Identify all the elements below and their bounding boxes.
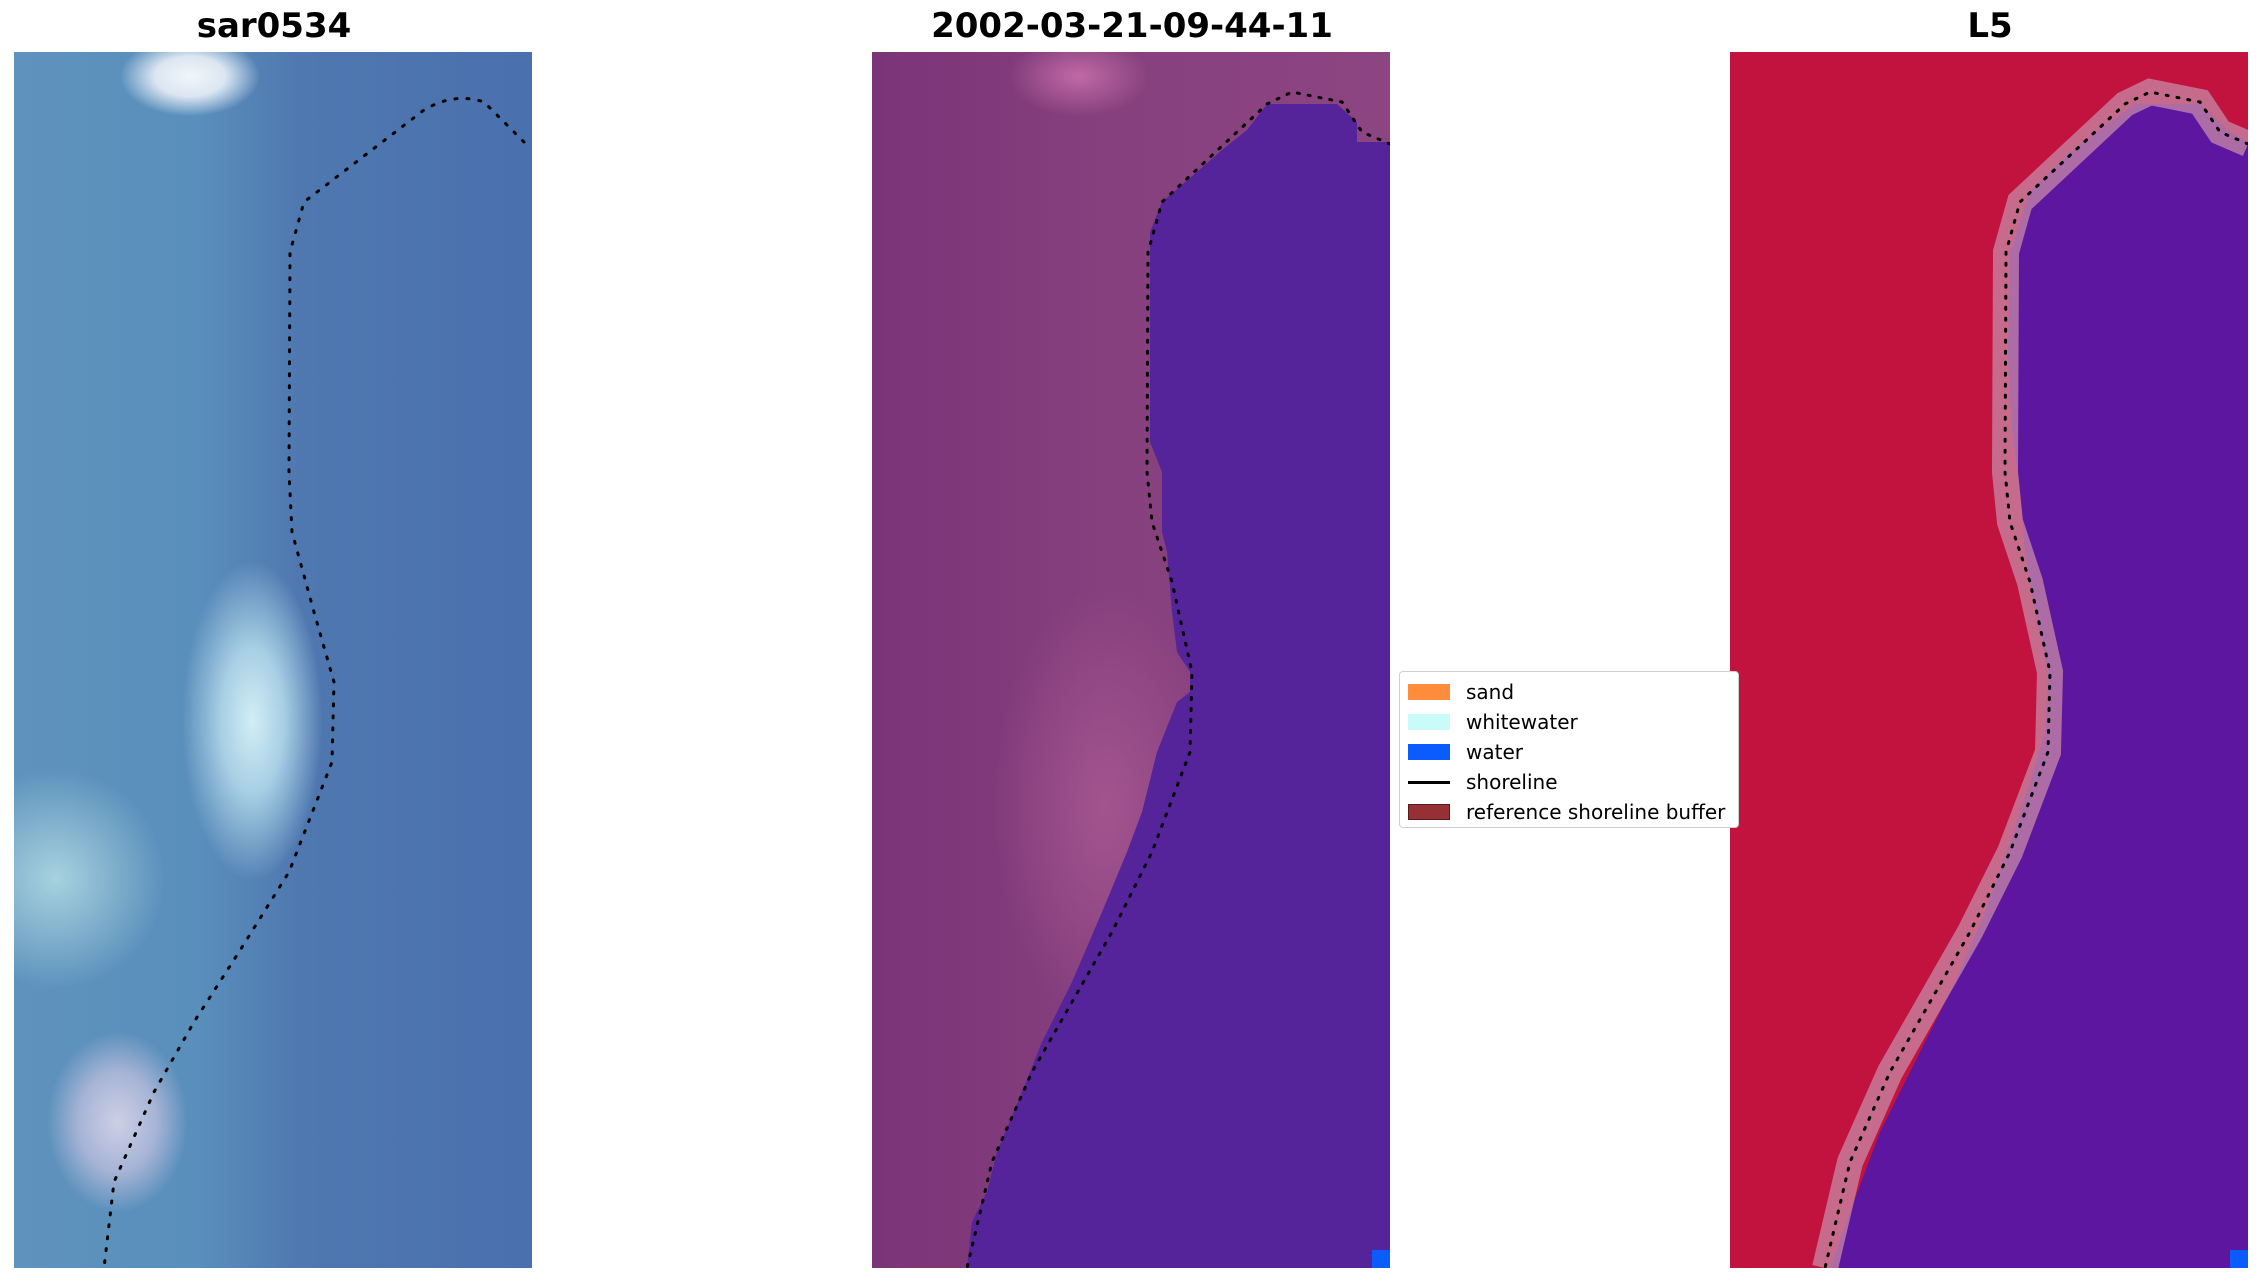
- legend-label: reference shoreline buffer: [1466, 800, 1726, 824]
- rgb-image-overlay: [102, 96, 526, 1268]
- legend-item-sand: sand: [1408, 678, 1514, 706]
- water-pixel-marker: [1372, 1250, 1390, 1268]
- water-class-region: [967, 104, 1390, 1268]
- water-pixel-marker: [2230, 1250, 2248, 1268]
- sand-swatch: [1408, 684, 1450, 700]
- shoreline-dotted-line: [1823, 90, 2248, 1268]
- legend-item-water: water: [1408, 738, 1523, 766]
- legend-label: sand: [1466, 680, 1515, 704]
- legend-label: whitewater: [1466, 710, 1578, 734]
- water-index-region: [1830, 104, 2248, 1268]
- panel-title-sar0534: sar0534: [196, 6, 352, 46]
- shoreline-line-swatch: [1408, 780, 1450, 784]
- classified-image-panel: [872, 52, 1390, 1268]
- rgb-image-panel: [14, 52, 532, 1268]
- legend-label: water: [1466, 740, 1523, 764]
- classified-image-overlay: [965, 90, 1390, 1268]
- index-image-overlay: [1730, 52, 2248, 1268]
- buffer-swatch: [1408, 804, 1450, 820]
- legend-label: shoreline: [1466, 770, 1558, 794]
- water-swatch: [1408, 744, 1450, 760]
- shoreline-dotted-line: [102, 96, 526, 1268]
- legend-item-shoreline: shoreline: [1408, 768, 1558, 796]
- index-image-panel: [1730, 52, 2248, 1268]
- panel-title-date: 2002-03-21-09-44-11: [931, 6, 1333, 46]
- panel-title-l5: L5: [1967, 6, 2013, 46]
- legend-item-whitewater: whitewater: [1408, 708, 1578, 736]
- whitewater-swatch: [1408, 714, 1450, 730]
- shoreline-dotted-line: [965, 90, 1390, 1268]
- legend-item-reference-buffer: reference shoreline buffer: [1408, 798, 1725, 826]
- legend: sand whitewater water shoreline referenc…: [1399, 671, 1739, 828]
